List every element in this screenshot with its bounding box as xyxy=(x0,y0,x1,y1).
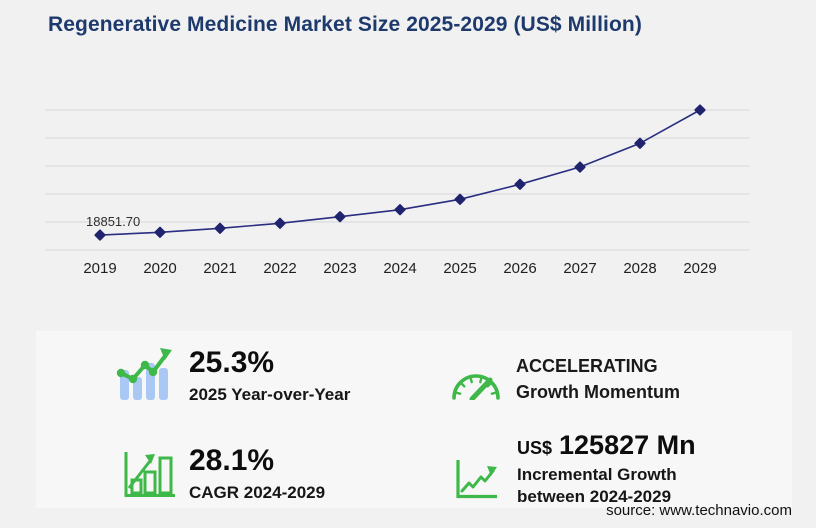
stat-yoy: 25.3% 2025 Year-over-Year xyxy=(189,346,350,405)
data-point-marker xyxy=(274,217,286,229)
data-point-marker xyxy=(454,193,466,205)
series-line xyxy=(99,109,701,236)
yoy-label: 2025 Year-over-Year xyxy=(189,385,351,404)
x-axis-label: 2029 xyxy=(683,260,716,277)
speedometer-icon xyxy=(452,374,500,400)
market-size-line-chart: 2019 2020 2021 2022 2023 2024 2025 2026 2027 2028… xyxy=(45,104,750,277)
x-axis-label: 2024 xyxy=(383,260,416,277)
stat-cagr: 28.1% CAGR 2024-2029 xyxy=(189,444,325,503)
data-point-marker xyxy=(334,211,346,223)
growth-bars-icon xyxy=(116,348,172,400)
x-axis-label: 2028 xyxy=(623,260,656,277)
source-attribution: source: www.technavio.com xyxy=(606,502,792,519)
page-title: Regenerative Medicine Market Size 2025-2… xyxy=(48,13,642,36)
incremental-value-row: US$ 125827 Mn xyxy=(517,430,696,460)
incremental-currency: US$ xyxy=(517,438,553,458)
x-axis-label: 2019 xyxy=(83,260,116,277)
data-point-marker xyxy=(94,229,106,241)
momentum-line2: Growth Momentum xyxy=(516,382,680,402)
bar-chart-arrow-icon xyxy=(124,452,175,497)
data-point-marker xyxy=(574,161,586,173)
stat-incremental: US$ 125827 Mn Incremental Growth between… xyxy=(517,430,696,507)
x-axis-label: 2025 xyxy=(443,260,476,277)
x-axis-label: 2023 xyxy=(323,260,356,277)
data-point-marker xyxy=(394,204,406,216)
x-axis-label: 2020 xyxy=(143,260,176,277)
momentum-line1: ACCELERATING xyxy=(516,356,658,376)
data-point-marker xyxy=(514,178,526,190)
incremental-label-line2: between 2024-2029 xyxy=(517,486,672,506)
first-point-value-label: 18851.70 xyxy=(86,214,140,229)
x-axis-label: 2022 xyxy=(263,260,296,277)
data-point-marker xyxy=(214,222,226,234)
data-point-marker xyxy=(694,104,706,116)
incremental-value: 125827 Mn xyxy=(559,430,696,460)
cagr-label: CAGR 2024-2029 xyxy=(189,483,326,502)
trend-line-axes-icon xyxy=(456,460,497,499)
data-point-marker xyxy=(154,226,166,238)
cagr-value: 28.1% xyxy=(189,444,275,477)
stat-momentum: ACCELERATING Growth Momentum xyxy=(516,353,680,405)
incremental-label-line1: Incremental Growth xyxy=(517,465,677,484)
x-axis-label: 2026 xyxy=(503,260,536,277)
data-point-marker xyxy=(634,137,646,149)
x-axis-label: 2021 xyxy=(203,260,236,277)
x-axis-label: 2027 xyxy=(563,260,596,277)
yoy-value: 25.3% xyxy=(189,346,275,379)
